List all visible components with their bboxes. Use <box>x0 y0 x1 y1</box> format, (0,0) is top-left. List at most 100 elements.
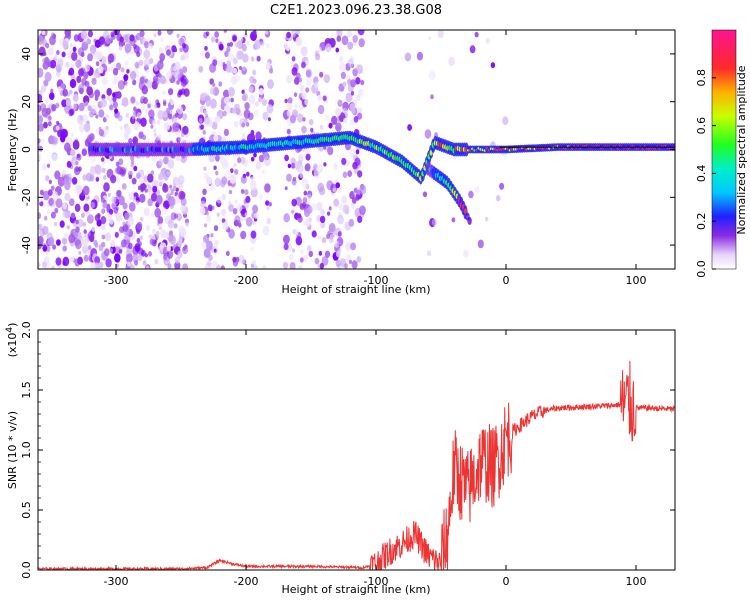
noise-blob <box>121 97 129 107</box>
noise-blob <box>337 231 342 237</box>
noise-blob <box>232 67 238 74</box>
snr-x-label: Height of straight line (km) <box>281 583 430 596</box>
noise-blob <box>146 80 153 89</box>
noise-blob <box>215 38 219 43</box>
noise-blob <box>167 219 175 229</box>
noise-blob <box>68 233 75 244</box>
noise-blob <box>71 51 78 62</box>
noise-blob <box>166 70 173 80</box>
noise-blob <box>84 196 89 202</box>
noise-blob <box>120 67 125 73</box>
noise-blob <box>127 216 135 226</box>
noise-blob <box>250 176 256 184</box>
noise-blob <box>356 94 361 102</box>
noise-blob <box>107 53 115 63</box>
noise-blob <box>297 213 302 219</box>
noise-blob <box>348 218 355 227</box>
noise-blob <box>172 185 177 192</box>
noise-blob <box>200 124 205 130</box>
noise-blob <box>178 225 185 235</box>
noise-blob <box>56 50 60 55</box>
noise-blob <box>107 47 111 52</box>
noise-blob <box>102 126 109 136</box>
noise-blob <box>314 81 320 89</box>
noise-blob <box>121 183 127 190</box>
noise-blob <box>93 70 100 79</box>
noise-blob <box>135 101 139 106</box>
noise-blob <box>98 129 104 137</box>
noise-blob <box>250 56 255 62</box>
noise-blob <box>155 99 160 105</box>
noise-blob <box>57 58 64 68</box>
noise-blob <box>84 80 90 88</box>
noise-blob <box>44 251 49 256</box>
noise-blob <box>75 239 82 250</box>
noise-blob <box>173 69 181 80</box>
noise-blob <box>56 70 61 77</box>
noise-blob <box>118 114 123 122</box>
noise-blob <box>215 154 220 162</box>
noise-blob <box>118 45 123 51</box>
noise-blob <box>319 71 324 78</box>
noise-blob <box>38 67 44 78</box>
noise-blob <box>336 30 343 37</box>
noise-blob <box>327 146 334 156</box>
noise-blob <box>128 192 134 201</box>
noise-blob <box>38 262 41 268</box>
noise-blob <box>71 177 78 185</box>
noise-blob <box>325 43 332 53</box>
noise-blob <box>129 37 136 47</box>
noise-blob <box>328 237 334 244</box>
noise-blob <box>328 206 332 211</box>
noise-blob <box>323 162 327 167</box>
spectrogram-y-tick-label: 0 <box>20 146 33 153</box>
noise-blob <box>68 109 74 117</box>
noise-blob <box>216 212 220 217</box>
noise-blob <box>210 36 216 43</box>
noise-blob <box>115 189 122 198</box>
noise-blob <box>163 200 170 210</box>
noise-blob <box>248 86 254 93</box>
noise-blob <box>485 38 490 44</box>
noise-blob <box>335 122 342 132</box>
noise-blob <box>109 104 114 111</box>
noise-blob <box>290 62 294 68</box>
colorbar-ticks: 0.0 0.2 0.4 0.6 0.8 <box>695 69 716 278</box>
noise-blob <box>252 220 256 225</box>
noise-blob <box>55 257 62 266</box>
noise-blob <box>163 255 167 261</box>
noise-blob <box>124 212 130 220</box>
noise-blob <box>125 126 131 134</box>
noise-blob <box>78 84 85 94</box>
noise-blob <box>286 173 292 182</box>
noise-blob <box>147 173 154 183</box>
noise-blob <box>311 230 317 238</box>
noise-blob <box>179 47 183 53</box>
noise-blob <box>38 145 43 152</box>
noise-blob <box>44 71 52 82</box>
noise-blob <box>342 171 348 179</box>
noise-blob <box>339 62 346 72</box>
noise-blob <box>296 72 301 79</box>
noise-blob <box>253 212 259 220</box>
noise-blob <box>180 54 185 61</box>
noise-blob <box>126 69 130 74</box>
noise-blob <box>45 107 52 115</box>
noise-blob <box>150 170 155 176</box>
noise-blob <box>182 246 186 251</box>
noise-blob <box>303 208 311 218</box>
noise-blob <box>168 196 176 207</box>
colorbar-tick-label: 0.4 <box>695 165 708 183</box>
noise-blob <box>38 138 41 144</box>
noise-blob <box>132 79 137 86</box>
noise-blob <box>209 87 215 95</box>
noise-blob <box>148 251 152 257</box>
noise-blob <box>299 248 304 255</box>
colorbar-gradient <box>711 29 737 270</box>
noise-blob <box>61 51 66 58</box>
noise-blob <box>63 178 68 186</box>
noise-blob <box>157 110 165 120</box>
noise-blob <box>269 67 274 74</box>
noise-blob <box>286 110 292 117</box>
spectrogram-marks <box>38 30 675 269</box>
